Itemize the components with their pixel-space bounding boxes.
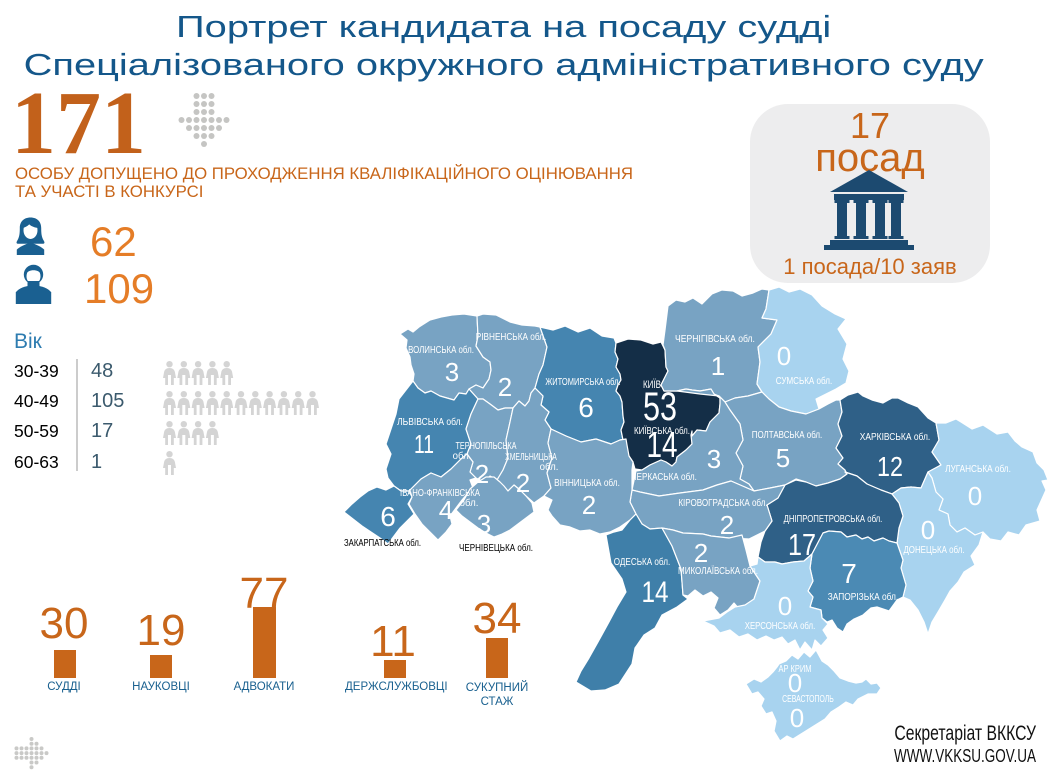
svg-text:3: 3 xyxy=(707,444,721,474)
svg-text:МИКОЛАЇВСЬКА обл.: МИКОЛАЇВСЬКА обл. xyxy=(678,565,758,577)
svg-text:ВІННИЦЬКА обл.: ВІННИЦЬКА обл. xyxy=(554,477,620,489)
svg-text:12: 12 xyxy=(877,451,903,482)
svg-text:ТЕРНОПІЛЬСЬКА: ТЕРНОПІЛЬСЬКА xyxy=(455,441,516,452)
svg-text:14: 14 xyxy=(642,576,669,609)
svg-text:ЗАПОРІЗЬКА обл.: ЗАПОРІЗЬКА обл. xyxy=(828,591,899,603)
svg-text:ДОНЕЦЬКА обл.: ДОНЕЦЬКА обл. xyxy=(903,544,964,556)
svg-text:17: 17 xyxy=(788,527,816,562)
svg-text:2: 2 xyxy=(475,459,489,489)
svg-text:ЛЬВІВСЬКА обл.: ЛЬВІВСЬКА обл. xyxy=(397,416,463,428)
svg-text:0: 0 xyxy=(790,703,804,733)
svg-text:ЗАКАРПАТСЬКА обл.: ЗАКАРПАТСЬКА обл. xyxy=(344,537,421,549)
svg-text:АР КРИМ: АР КРИМ xyxy=(779,664,812,675)
svg-text:2: 2 xyxy=(582,490,596,520)
svg-text:ХМЕЛЬНИЦЬКА: ХМЕЛЬНИЦЬКА xyxy=(505,452,557,463)
svg-text:СУМСЬКА обл.: СУМСЬКА обл. xyxy=(776,375,832,387)
svg-text:ІВАНО-ФРАНКІВСЬКА: ІВАНО-ФРАНКІВСЬКА xyxy=(400,488,480,499)
svg-text:53: 53 xyxy=(643,385,677,429)
svg-text:6: 6 xyxy=(578,392,594,423)
svg-text:ЧЕРНІВЕЦЬКА обл.: ЧЕРНІВЕЦЬКА обл. xyxy=(459,542,533,554)
svg-text:0: 0 xyxy=(968,481,982,511)
svg-text:0: 0 xyxy=(788,668,802,698)
svg-text:ЧЕРНІГІВСЬКА обл.: ЧЕРНІГІВСЬКА обл. xyxy=(675,333,755,345)
svg-text:3: 3 xyxy=(477,509,491,539)
svg-text:ЖИТОМИРСЬКА обл.: ЖИТОМИРСЬКА обл. xyxy=(545,376,620,388)
svg-text:ЛУГАНСЬКА обл.: ЛУГАНСЬКА обл. xyxy=(945,463,1011,475)
svg-text:4: 4 xyxy=(439,495,453,525)
svg-text:14: 14 xyxy=(647,424,678,465)
svg-text:0: 0 xyxy=(921,515,935,545)
svg-text:ОДЕСЬКА обл.: ОДЕСЬКА обл. xyxy=(614,556,670,568)
svg-text:СЕВАСТОПОЛЬ: СЕВАСТОПОЛЬ xyxy=(782,694,834,705)
svg-text:КИЇВ: КИЇВ xyxy=(643,379,661,391)
svg-text:2: 2 xyxy=(694,538,708,568)
svg-text:7: 7 xyxy=(841,558,857,589)
svg-text:ХЕРСОНСЬКА обл.: ХЕРСОНСЬКА обл. xyxy=(745,620,816,632)
svg-text:2: 2 xyxy=(516,468,530,498)
svg-text:0: 0 xyxy=(778,591,792,621)
svg-text:11: 11 xyxy=(414,429,434,459)
svg-text:РІВНЕНСЬКА обл.: РІВНЕНСЬКА обл. xyxy=(476,331,547,343)
svg-text:6: 6 xyxy=(380,501,396,532)
svg-text:5: 5 xyxy=(776,443,790,473)
svg-text:КИЇВСЬКА обл.: КИЇВСЬКА обл. xyxy=(634,425,690,437)
svg-text:1: 1 xyxy=(711,351,725,381)
svg-text:ХАРКІВСЬКА обл.: ХАРКІВСЬКА обл. xyxy=(860,431,931,443)
svg-text:0: 0 xyxy=(777,341,791,371)
svg-text:ДНІПРОПЕТРОВСЬКА обл.: ДНІПРОПЕТРОВСЬКА обл. xyxy=(784,513,883,525)
svg-text:2: 2 xyxy=(720,510,734,540)
svg-text:обл.: обл. xyxy=(460,497,479,509)
svg-text:3: 3 xyxy=(445,357,459,387)
svg-text:ПОЛТАВСЬКА обл.: ПОЛТАВСЬКА обл. xyxy=(752,429,823,441)
svg-text:2: 2 xyxy=(498,372,512,402)
svg-text:обл.: обл. xyxy=(453,450,472,462)
svg-text:ЧЕРКАСЬКА обл.: ЧЕРКАСЬКА обл. xyxy=(631,471,697,483)
svg-text:ВОЛИНСЬКА обл.: ВОЛИНСЬКА обл. xyxy=(408,344,474,356)
svg-text:обл.: обл. xyxy=(540,461,559,473)
svg-text:КІРОВОГРАДСЬКА обл.: КІРОВОГРАДСЬКА обл. xyxy=(678,497,767,509)
